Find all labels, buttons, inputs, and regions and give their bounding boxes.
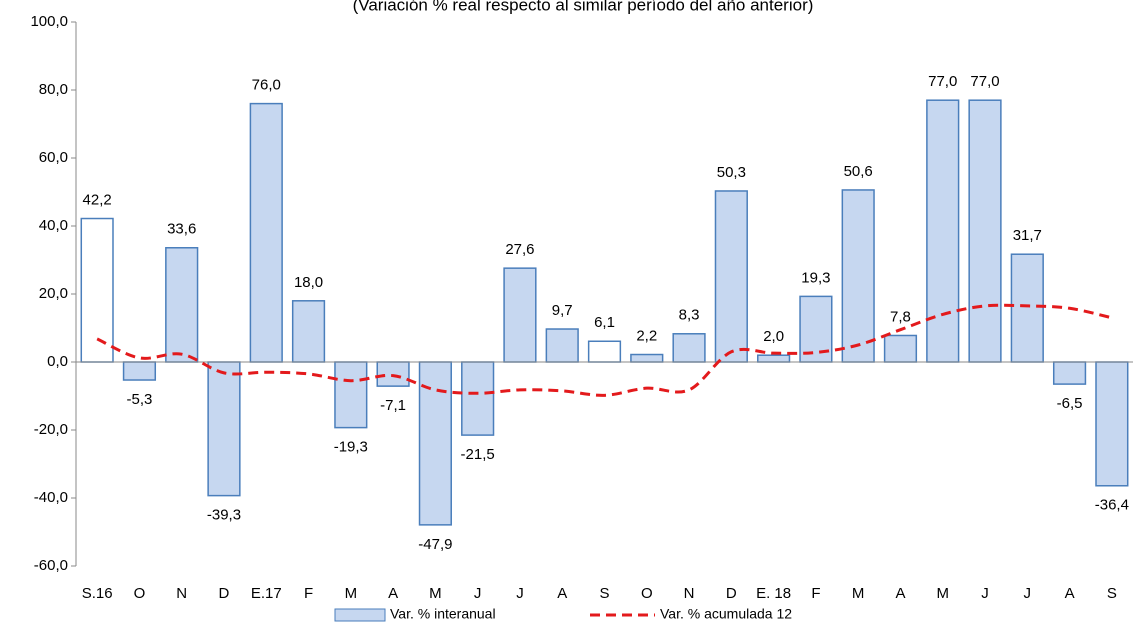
value-label: -36,4 — [1095, 497, 1129, 514]
value-label: -7,1 — [380, 397, 406, 414]
bar — [926, 99, 960, 363]
x-tick-label: M — [429, 585, 442, 602]
x-tick-label: M — [936, 585, 949, 602]
value-label: 7,8 — [890, 308, 911, 325]
x-tick-label: M — [345, 585, 358, 602]
bar — [334, 361, 368, 429]
value-label: 18,0 — [294, 274, 323, 291]
x-tick-label: E. 18 — [756, 585, 791, 602]
x-tick-label: J — [516, 585, 524, 602]
x-tick-label: A — [557, 585, 567, 602]
x-tick-label: S.16 — [82, 585, 113, 602]
x-tick-label: J — [474, 585, 482, 602]
bar — [503, 267, 537, 363]
value-label: 2,0 — [763, 328, 784, 345]
y-tick-label: 80,0 — [39, 81, 68, 98]
legend-swatch — [334, 608, 386, 622]
value-label: 50,6 — [844, 163, 873, 180]
x-tick-label: E.17 — [251, 585, 282, 602]
value-label: 50,3 — [717, 164, 746, 181]
bar — [80, 217, 114, 363]
value-label: 77,0 — [928, 73, 957, 90]
bar — [714, 190, 748, 363]
bar — [883, 334, 918, 363]
bar — [1095, 361, 1129, 487]
value-label: -47,9 — [418, 536, 452, 553]
x-tick-label: N — [684, 585, 695, 602]
value-label: -19,3 — [334, 439, 368, 456]
x-tick-label: O — [134, 585, 146, 602]
y-tick-label: -20,0 — [34, 421, 68, 438]
bar — [165, 247, 199, 363]
value-label: 8,3 — [679, 307, 700, 324]
bar — [291, 300, 326, 363]
bar — [587, 340, 622, 363]
value-label: 2,2 — [636, 327, 657, 344]
value-label: 9,7 — [552, 302, 573, 319]
value-label: -5,3 — [126, 391, 152, 408]
y-tick-label: 60,0 — [39, 149, 68, 166]
value-label: -39,3 — [207, 507, 241, 524]
y-tick-label: -40,0 — [34, 489, 68, 506]
value-label: 76,0 — [252, 77, 281, 94]
x-tick-label: F — [304, 585, 313, 602]
bar — [841, 189, 875, 363]
value-label: 77,0 — [970, 73, 999, 90]
x-tick-label: A — [1065, 585, 1075, 602]
y-tick-label: 100,0 — [30, 13, 68, 30]
value-label: -21,5 — [461, 446, 495, 463]
x-tick-label: O — [641, 585, 653, 602]
bar — [1010, 253, 1044, 363]
x-tick-label: S — [1107, 585, 1117, 602]
value-label: 31,7 — [1013, 227, 1042, 244]
y-tick-label: 40,0 — [39, 217, 68, 234]
value-label: 42,2 — [83, 191, 112, 208]
bar — [122, 361, 157, 381]
x-tick-label: A — [388, 585, 398, 602]
bar — [207, 361, 241, 497]
value-label: -6,5 — [1057, 395, 1083, 412]
x-tick-label: J — [981, 585, 989, 602]
x-tick-label: D — [219, 585, 230, 602]
bar — [249, 102, 283, 363]
x-tick-label: F — [811, 585, 820, 602]
line — [96, 303, 1113, 397]
bar — [968, 99, 1002, 363]
y-tick-label: 0,0 — [47, 353, 68, 370]
bar — [1052, 361, 1087, 385]
value-label: 6,1 — [594, 314, 615, 331]
value-label: 27,6 — [505, 241, 534, 258]
x-tick-label: A — [895, 585, 905, 602]
legend-label: Var. % interanual — [390, 606, 496, 622]
chart-subtitle: (Variación % real respecto al similar pe… — [353, 0, 814, 14]
bar — [376, 361, 410, 387]
value-label: 33,6 — [167, 221, 196, 238]
bar — [630, 353, 664, 363]
x-tick-label: S — [599, 585, 609, 602]
y-tick-label: 20,0 — [39, 285, 68, 302]
bar — [461, 361, 495, 436]
bar — [672, 333, 706, 363]
x-tick-label: M — [852, 585, 865, 602]
value-label: 19,3 — [801, 269, 830, 286]
y-tick-label: -60,0 — [34, 557, 68, 574]
x-tick-label: D — [726, 585, 737, 602]
x-tick-label: N — [176, 585, 187, 602]
legend-label: Var. % acumulada 12 — [660, 606, 792, 622]
bar — [545, 328, 579, 363]
bar — [757, 354, 791, 363]
x-tick-label: J — [1024, 585, 1032, 602]
